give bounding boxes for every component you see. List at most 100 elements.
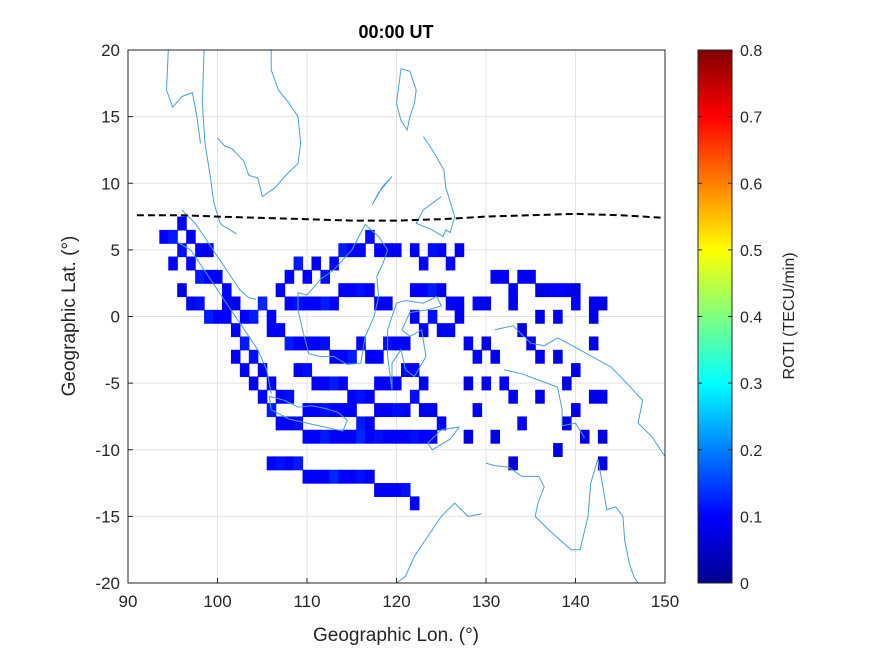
roti-cell	[597, 456, 608, 471]
roti-cell	[177, 283, 187, 298]
roti-cell	[275, 323, 286, 338]
roti-cell	[311, 296, 322, 311]
roti-cell	[213, 269, 223, 284]
roti-cell	[293, 416, 304, 431]
y-tick-label: -20	[95, 574, 120, 593]
y-tick-label: 5	[111, 241, 120, 260]
roti-cell	[409, 363, 420, 378]
roti-cell	[275, 389, 286, 404]
roti-cell	[302, 363, 313, 378]
roti-cell	[553, 443, 563, 458]
roti-cell	[392, 243, 402, 258]
roti-cell	[392, 483, 402, 497]
roti-cell	[409, 496, 420, 511]
roti-cell	[186, 256, 196, 271]
colorbar-tick-label: 0.5	[740, 243, 762, 260]
roti-cell	[409, 309, 420, 324]
roti-cell	[356, 416, 366, 431]
roti-cell	[365, 283, 375, 298]
roti-cell	[195, 269, 205, 284]
roti-cell	[311, 376, 322, 391]
roti-cell	[392, 336, 402, 351]
roti-cell	[266, 309, 277, 324]
coastline	[371, 176, 393, 205]
roti-cell	[320, 429, 330, 444]
roti-cell	[508, 456, 518, 471]
roti-cell	[338, 469, 348, 484]
roti-cell	[230, 296, 241, 311]
roti-cell	[508, 296, 518, 311]
x-tick-label: 130	[472, 592, 500, 611]
roti-cell	[481, 376, 492, 391]
coastline	[297, 223, 389, 366]
roti-cell	[597, 296, 608, 311]
x-tick-label: 110	[293, 592, 320, 611]
roti-cell	[571, 403, 581, 418]
coastline	[176, 241, 272, 394]
y-tick-label: -5	[105, 374, 120, 393]
roti-cell	[320, 336, 330, 351]
roti-cell	[365, 349, 375, 364]
roti-cell	[374, 349, 384, 364]
roti-cell	[284, 456, 295, 471]
coastline	[485, 458, 639, 583]
roti-cell	[302, 296, 313, 311]
roti-cell	[571, 363, 581, 378]
roti-cell	[239, 363, 250, 378]
roti-cell	[275, 283, 286, 298]
roti-cell	[383, 403, 393, 418]
roti-cell	[365, 229, 375, 244]
roti-cell	[275, 416, 286, 431]
roti-cell	[374, 403, 384, 418]
roti-cell	[356, 243, 366, 258]
roti-cell	[526, 269, 536, 284]
roti-cell	[409, 429, 420, 444]
roti-cell	[204, 309, 214, 324]
roti-cell	[356, 336, 366, 351]
roti-cell	[248, 349, 259, 364]
roti-cell	[544, 283, 554, 298]
roti-cell	[365, 416, 375, 431]
coastline	[395, 68, 417, 132]
roti-cell	[347, 469, 357, 484]
chart-title: 00:00 UT	[358, 22, 433, 42]
roti-cell	[517, 416, 527, 431]
roti-cell	[383, 483, 393, 497]
roti-cell	[284, 336, 295, 351]
roti-cell	[427, 429, 438, 444]
roti-cell	[311, 429, 322, 444]
roti-cell	[409, 283, 420, 298]
roti-cell	[383, 296, 393, 311]
roti-cell	[499, 269, 509, 284]
x-axis-label: Geographic Lon. (°)	[313, 625, 479, 646]
coastline	[268, 395, 348, 432]
roti-cell	[204, 243, 214, 258]
roti-cell	[463, 336, 474, 351]
roti-cell	[266, 376, 277, 391]
roti-cell	[311, 256, 322, 271]
roti-cell	[436, 243, 447, 258]
coastline	[503, 369, 585, 439]
roti-cell	[490, 429, 501, 444]
y-tick-label: 15	[101, 108, 120, 127]
roti-cell	[508, 389, 518, 404]
roti-cell	[311, 403, 322, 418]
roti-cell	[597, 389, 608, 404]
roti-cell	[311, 469, 322, 484]
roti-cell	[374, 429, 384, 444]
roti-cell	[463, 429, 474, 444]
x-tick-label: 120	[382, 592, 410, 611]
roti-cell	[553, 283, 563, 298]
roti-cell	[409, 243, 420, 258]
roti-cell	[472, 296, 483, 311]
roti-cell	[383, 376, 393, 391]
roti-cell	[436, 283, 447, 298]
roti-cell	[383, 429, 393, 444]
colorbar-tick-label: 0.3	[740, 376, 762, 393]
y-tick-label: 10	[101, 174, 120, 193]
roti-cell	[553, 309, 563, 324]
roti-cell	[374, 483, 384, 497]
x-tick-label: 90	[119, 592, 138, 611]
roti-cell	[302, 336, 313, 351]
roti-cell	[177, 243, 187, 258]
